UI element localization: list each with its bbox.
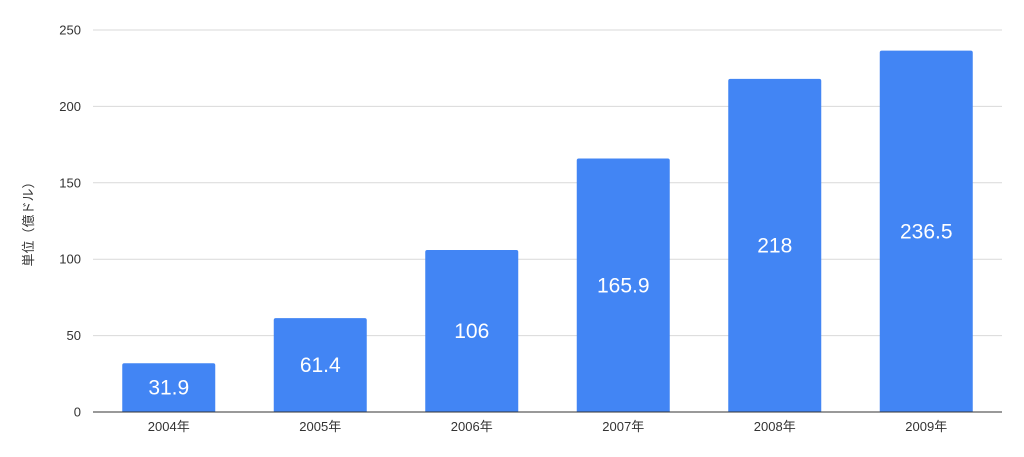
bar: [576, 158, 670, 412]
bar-data-label: 236.5: [900, 220, 953, 243]
bar: [728, 78, 822, 413]
x-tick-label: 2004年: [148, 419, 190, 434]
x-tick-label: 2007年: [602, 419, 644, 434]
bar-data-label: 61.4: [300, 354, 341, 377]
y-tick-label: 150: [59, 175, 81, 190]
bar: [879, 50, 973, 413]
bar-data-label: 218: [757, 234, 792, 257]
x-tick-label: 2006年: [451, 419, 493, 434]
x-axis-ticks: 2004年 2005年 2006年 2007年 2008年 2009年: [148, 419, 947, 434]
x-tick-label: 2009年: [905, 419, 947, 434]
y-tick-label: 100: [59, 252, 81, 267]
y-tick-label: 250: [59, 23, 81, 38]
y-tick-label: 200: [59, 99, 81, 114]
bar: [122, 363, 216, 412]
y-tick-label: 50: [67, 328, 81, 343]
y-tick-label: 0: [74, 405, 81, 420]
x-tick-label: 2005年: [299, 419, 341, 434]
bar: [273, 318, 367, 412]
y-axis-ticks: 0 50 100 150 200 250: [59, 23, 81, 420]
bar-data-label: 165.9: [597, 274, 650, 297]
x-tick-label: 2008年: [754, 419, 796, 434]
bar-data-label: 31.9: [148, 377, 189, 400]
bars: 31.9 61.4 106 165.9 218 236.5: [122, 50, 973, 413]
gridlines: [93, 29, 1002, 337]
bar-data-label: 106: [454, 320, 489, 343]
y-axis-label: 単位（億ドル）: [21, 175, 36, 266]
bar: [425, 250, 519, 412]
